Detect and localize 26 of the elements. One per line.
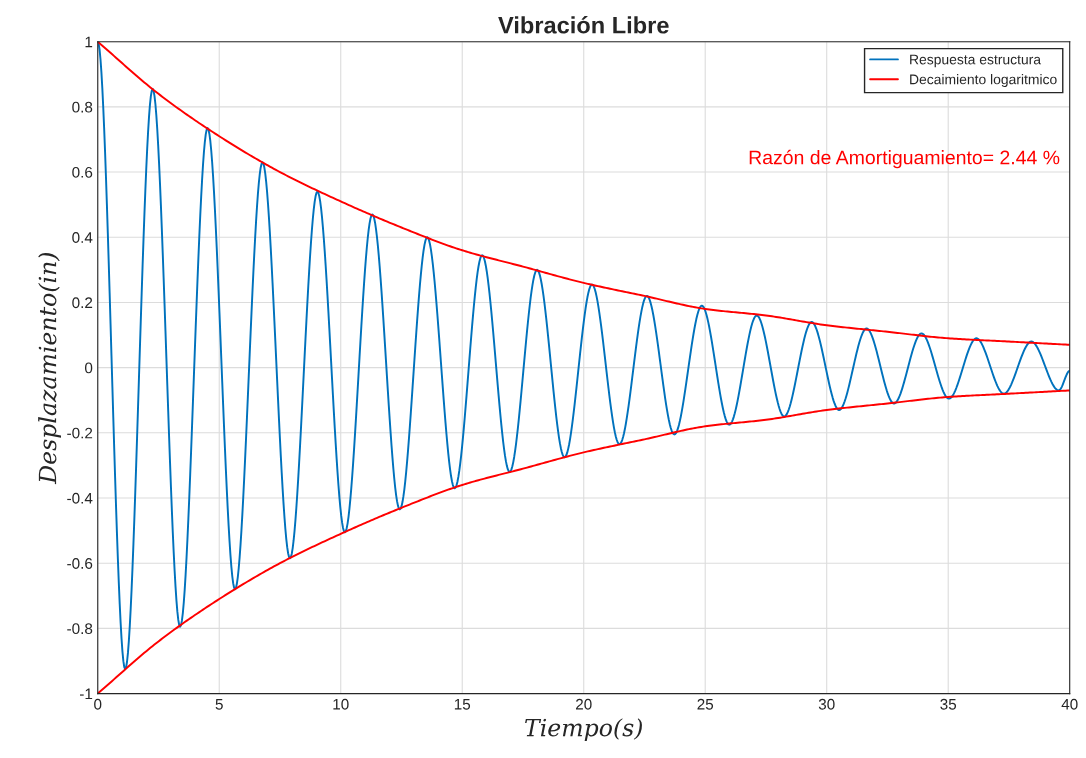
y-tick-label: -0.4 xyxy=(67,492,93,504)
y-tick-label: -0.6 xyxy=(67,558,93,569)
x-axis-title: Tiempo(s) xyxy=(525,718,643,742)
x-tick-label: 20 xyxy=(576,698,592,710)
y-tick-label: 0.8 xyxy=(72,101,93,113)
y-axis-title: Desplazamiento(in) xyxy=(38,252,61,485)
y-tick-label: -1 xyxy=(79,688,93,700)
x-tick-label: 30 xyxy=(818,698,835,710)
legend-label: Decaimiento logaritmico xyxy=(910,74,1057,88)
x-tick-label: 10 xyxy=(333,698,349,710)
annotation: Razón de Amortiguamiento= 2.44 % xyxy=(749,149,1060,169)
chart-title: Vibración Libre xyxy=(498,16,669,34)
y-tick-label: 0.2 xyxy=(72,297,93,309)
x-tick-label: 5 xyxy=(215,698,223,710)
y-tick-label: 1 xyxy=(85,36,93,48)
x-tick-label: 40 xyxy=(1061,698,1078,710)
y-tick-label: -0.2 xyxy=(67,427,93,439)
x-tick-label: 15 xyxy=(454,698,471,710)
x-tick-label: 25 xyxy=(697,698,714,710)
y-tick-label: 0.4 xyxy=(72,232,93,243)
y-tick-label: 0 xyxy=(84,362,93,374)
y-tick-label: 0.6 xyxy=(72,166,93,178)
y-tick-label: -0.8 xyxy=(67,623,93,635)
legend-label: Respuesta estructura xyxy=(910,54,1042,68)
x-tick-label: 35 xyxy=(940,698,957,710)
x-tick-label: 0 xyxy=(94,698,102,710)
